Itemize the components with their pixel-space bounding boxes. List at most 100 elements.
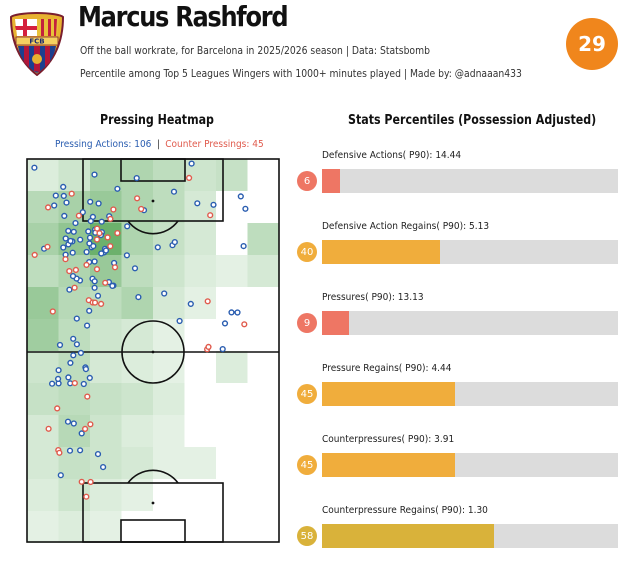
pressing-action-dot [82,366,90,373]
pressing-heatmap-pitch [26,158,280,543]
pressing-action-dot [124,223,131,230]
counter-pressing-dot [62,256,69,263]
pressing-action-dot [188,160,195,167]
counter-pressing-dot [96,230,103,237]
pressing-action-dot [91,278,98,285]
percentile-badge: 40 [297,242,317,262]
heatmap-cell [153,255,185,287]
pressing-action-dot [65,227,72,235]
counter-pressing-dot [71,380,78,387]
pressing-action-dot [63,199,70,206]
pressing-action-dot [83,322,91,329]
heatmap-cell [27,383,59,415]
pressing-action-dot [133,175,140,182]
percentile-bar [322,382,456,406]
counter-pressing-dot [207,212,214,219]
heatmap-cell [153,383,185,415]
pressing-action-dot [83,248,90,256]
pitch-lines [26,158,280,543]
pressing-action-dot [62,235,69,242]
pressing-action-dot [54,375,62,383]
pressing-action-dot [85,228,92,235]
counter-pressing-dot [49,308,56,315]
heatmap-cell [27,351,59,383]
heatmap-cell [153,191,185,223]
pressing-action-dot [61,212,68,220]
pressing-action-dot [73,315,80,322]
pressing-action-dot [73,341,81,348]
heatmap-cell [184,447,216,479]
pressing-action-dot [57,472,64,479]
pressing-action-dot [51,202,58,209]
percentile-bar [322,169,340,193]
pressing-action-dot [131,265,139,272]
pressing-action-dot [49,380,56,387]
pressing-action-dot [91,284,98,291]
pressing-action-dot [86,307,93,314]
counter-pressing-dot [87,421,94,428]
heatmap-title: Pressing Heatmap [100,113,214,128]
pressing-action-dot [91,171,98,178]
bar-track [322,240,618,264]
pressing-action-dot [70,352,77,359]
counter-pressing-dot [97,300,105,308]
heatmap-cell [153,159,185,191]
pressing-action-dot [70,420,77,427]
subtitle-season: Off the ball workrate, for Barcelona in … [80,45,430,57]
pressing-action-dot [161,290,168,297]
pressing-action-dot [66,447,74,454]
crest-text: FCB [29,38,44,46]
pressing-action-dot [91,258,98,265]
counter-pressing-dot [107,215,114,223]
pressing-action-dot [69,272,77,280]
counter-pressing-dot [84,393,91,400]
bar-track [322,524,618,548]
heatmap-cell [27,447,59,479]
counter-pressing-dot [93,236,101,243]
legend-separator: | [156,139,160,150]
pressing-action-dot [65,374,72,381]
heatmap-cell [58,287,90,319]
action-dots [31,160,249,500]
heatmap-cell [216,255,248,287]
pressing-action-dot [114,185,121,192]
heatmap-cell [153,351,185,383]
pressing-action-dot [70,335,77,342]
overall-percentile-badge: 29 [566,18,618,70]
counter-pressing-dot [78,478,85,485]
pressing-action-dot [221,320,229,327]
counter-pressing-dot [45,425,52,432]
counter-pressing-dot [110,206,117,213]
percentile-bar [322,524,494,548]
pressing-action-dot [154,244,161,251]
counter-pressing-dot [81,425,89,433]
pressing-action-dot [60,244,67,251]
pressing-action-dot [170,188,178,195]
counter-pressing-dot [72,266,80,274]
heatmap-cell [153,287,185,319]
heatmap-cell [184,191,216,223]
pressing-action-dot [52,192,59,199]
counter-pressing-dot [186,174,193,182]
pressing-action-dot [87,198,94,205]
pressing-action-dot [76,447,84,454]
stat-label: Counterpressure Regains( P90): 1.30 [322,505,488,516]
pressing-action-dot [80,380,87,388]
heatmap-cell [90,415,122,447]
pressing-action-dot [228,309,235,316]
heatmap-cell [153,415,185,447]
heatmap-cell [27,159,59,191]
pressing-action-dot [176,317,183,325]
counter-pressing-dot [204,298,211,305]
pressing-action-dot [78,430,85,437]
counter-pressing-dot [104,234,111,241]
heatmap-cell [121,351,153,383]
percentile-badge: 9 [297,313,317,333]
counter-pressing-dot [87,478,94,486]
heatmap-cell [121,159,153,191]
heatmap-cell [121,287,153,319]
pressing-action-dot [102,247,110,254]
stat-label: Defensive Action Regains( P90): 5.13 [322,221,490,232]
counter-pressing-dot [31,251,38,259]
pressing-action-dot [90,242,97,250]
